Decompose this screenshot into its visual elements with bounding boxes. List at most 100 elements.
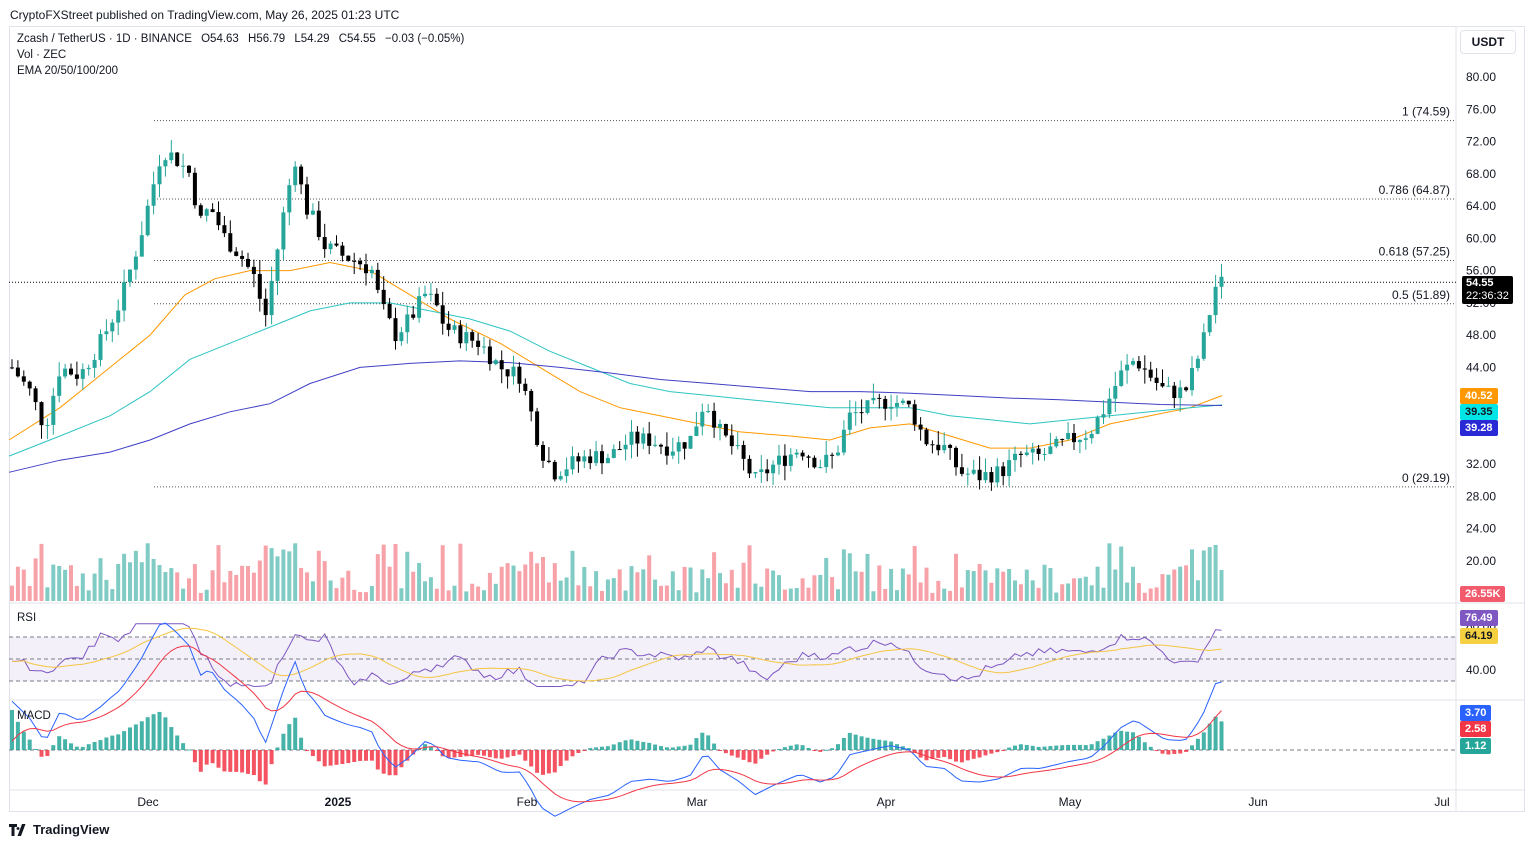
volume-bar [470, 583, 475, 601]
macd-histogram-bar [86, 744, 91, 750]
volume-bar [806, 587, 811, 601]
candle-body [346, 255, 351, 261]
macd-histogram-bar [1119, 730, 1124, 750]
candle-body [281, 212, 286, 250]
candle-body [86, 367, 91, 370]
candle-body [511, 366, 516, 377]
volume-bar [853, 571, 858, 601]
candle-body [116, 310, 121, 323]
volume-bar [1207, 547, 1212, 601]
volume-legend[interactable]: Vol · ZEC [17, 49, 67, 61]
tradingview-footer[interactable]: TradingView [9, 822, 109, 837]
candle-body [600, 451, 604, 464]
macd-histogram-bar [364, 750, 368, 761]
volume-bar [1119, 546, 1124, 601]
candle-body [782, 455, 787, 466]
candle-body [493, 360, 498, 365]
volume-bar [210, 570, 215, 601]
candle-body [187, 165, 191, 173]
macd-histogram-bar [741, 750, 746, 760]
volume-bar [346, 570, 351, 601]
volume-bar [965, 570, 970, 601]
time-axis[interactable]: Dec 2025 Feb Mar Apr May Jun Jul [137, 795, 1449, 809]
macd-histogram-bar [1131, 732, 1135, 750]
candle-body [824, 454, 829, 468]
candle-body [375, 269, 380, 290]
volume-bar [334, 588, 339, 601]
macd-histogram-bar [305, 750, 309, 752]
macd-histogram-bar [600, 746, 604, 750]
macd-histogram-bar [15, 721, 20, 750]
volume-bar [163, 572, 168, 601]
volume-bar [328, 580, 333, 601]
candle-body [257, 274, 262, 299]
candle-body [1160, 382, 1165, 387]
macd-histogram-bar [647, 742, 652, 750]
macd-histogram-bar [747, 750, 752, 763]
volume-bar [39, 543, 44, 601]
volume-bar [723, 583, 728, 601]
open-value: O54.63 [201, 33, 239, 45]
macd-histogram-bar [1184, 750, 1189, 752]
signal-tag: 2.58 [1460, 721, 1492, 737]
volume-bar [865, 553, 870, 601]
candle-body [505, 369, 510, 377]
volume-bar [1036, 587, 1041, 601]
volume-bar [688, 567, 693, 601]
symbol-title[interactable]: Zcash / TetherUS · 1D · BINANCE [17, 33, 192, 45]
symbol-legend[interactable]: Zcash / TetherUS · 1D · BINANCE O54.63 H… [17, 33, 470, 45]
macd-histogram-bar [334, 750, 339, 765]
macd-histogram-bar [322, 750, 327, 767]
ema-100-line [8, 302, 1223, 457]
volume-bar [234, 574, 239, 601]
macd-histogram-bar [493, 750, 498, 759]
candle-body [712, 410, 717, 428]
candle-body [269, 280, 274, 316]
volume-bar [594, 571, 599, 601]
candle-body [877, 397, 882, 399]
rsi-title[interactable]: RSI [17, 612, 37, 624]
macd-histogram-bar [27, 739, 32, 750]
macd-histogram-bar [1160, 750, 1165, 754]
price-tick-label: 80.00 [1466, 70, 1496, 84]
macd-histogram-bar [428, 746, 433, 750]
candle-body [617, 449, 622, 451]
candle-body [198, 205, 203, 216]
volume-bar [499, 566, 504, 601]
macd-histogram-bar [340, 750, 345, 764]
macd-histogram-bar [1007, 747, 1012, 750]
close-value: C54.55 [338, 33, 376, 45]
macd-histogram-bar [1054, 745, 1059, 750]
candle-body [895, 402, 899, 407]
volume-bar [1077, 578, 1082, 601]
macd-histogram-bar [151, 714, 156, 750]
candle-body [1219, 276, 1224, 287]
candle-body [1030, 448, 1035, 453]
macd-histogram-bar [45, 750, 50, 757]
currency-unit-button[interactable]: USDT [1460, 30, 1516, 54]
volume-bar [122, 553, 127, 601]
candle-body [965, 473, 970, 475]
ema-legend[interactable]: EMA 20/50/100/200 [17, 65, 119, 77]
price-axis[interactable]: 80.0076.0072.0068.0064.0060.0056.0052.00… [1466, 70, 1496, 568]
volume-bar [564, 577, 569, 601]
ema200-tag: 39.28 [1460, 420, 1498, 436]
macd-histogram-bar [434, 750, 439, 751]
candle-body [989, 472, 994, 483]
volume-bar [80, 573, 85, 601]
volume-bar [747, 545, 752, 601]
macd-histogram-bar [74, 746, 79, 750]
candle-body [1077, 439, 1082, 443]
volume-bar [535, 563, 540, 601]
macd-histogram-bar [10, 709, 14, 750]
candle-body [487, 346, 492, 365]
volume-bar [682, 566, 687, 601]
volume-bar [45, 587, 50, 601]
macd-histogram-bar [369, 750, 374, 761]
macd-title[interactable]: MACD [17, 710, 51, 722]
volume-bar [222, 582, 227, 601]
volume-bar [33, 558, 38, 601]
macd-histogram-bar [771, 750, 776, 752]
volume-bar [487, 572, 492, 601]
